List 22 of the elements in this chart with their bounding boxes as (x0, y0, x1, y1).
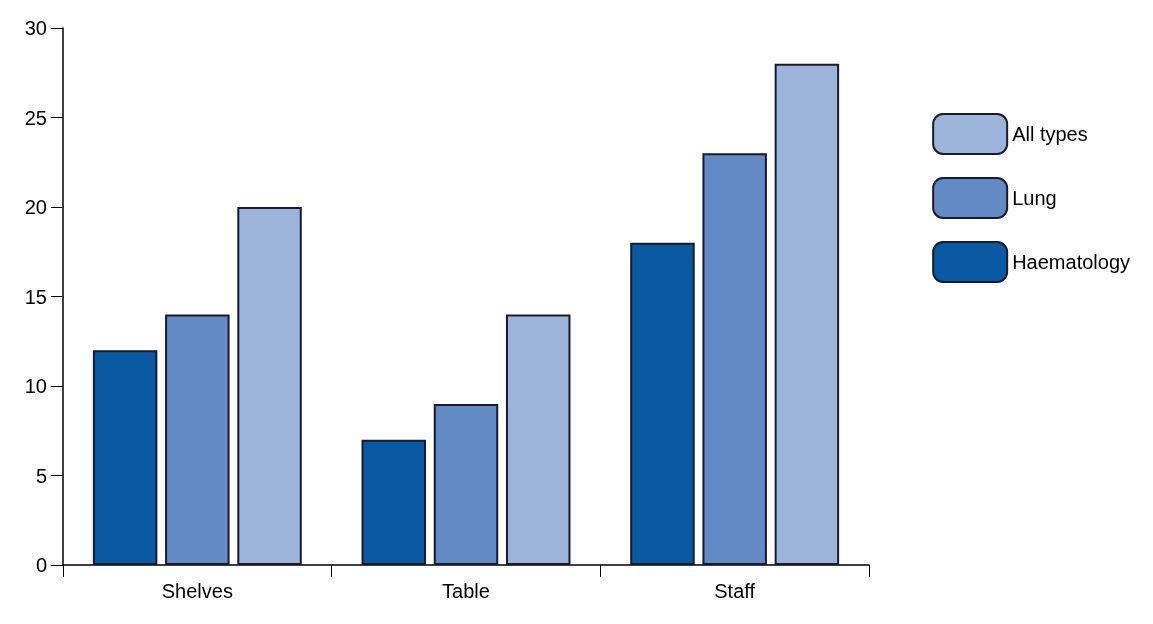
y-tick-label: 5 (35, 464, 47, 487)
bar (774, 63, 840, 565)
bar (361, 439, 427, 565)
legend-label: Haematology (1012, 251, 1130, 273)
bar (630, 242, 695, 565)
legend-label: Lung (1012, 187, 1057, 209)
bar (505, 314, 571, 565)
y-tick-label: 25 (24, 106, 47, 129)
y-tick-label: 10 (24, 375, 47, 397)
legend-label: All types (1012, 123, 1088, 145)
y-tick-label: 15 (24, 285, 47, 308)
bar (702, 153, 767, 565)
x-tick-label: Table (442, 580, 490, 602)
bar (433, 403, 499, 565)
x-tick-label: Shelves (161, 580, 233, 602)
y-tick-label: 30 (24, 17, 47, 39)
y-tick-label: 20 (24, 196, 47, 218)
bar (237, 207, 302, 565)
bar (165, 314, 230, 565)
y-tick-label: 0 (35, 554, 47, 576)
bar (92, 350, 158, 565)
x-tick-label: Staff (714, 580, 756, 602)
